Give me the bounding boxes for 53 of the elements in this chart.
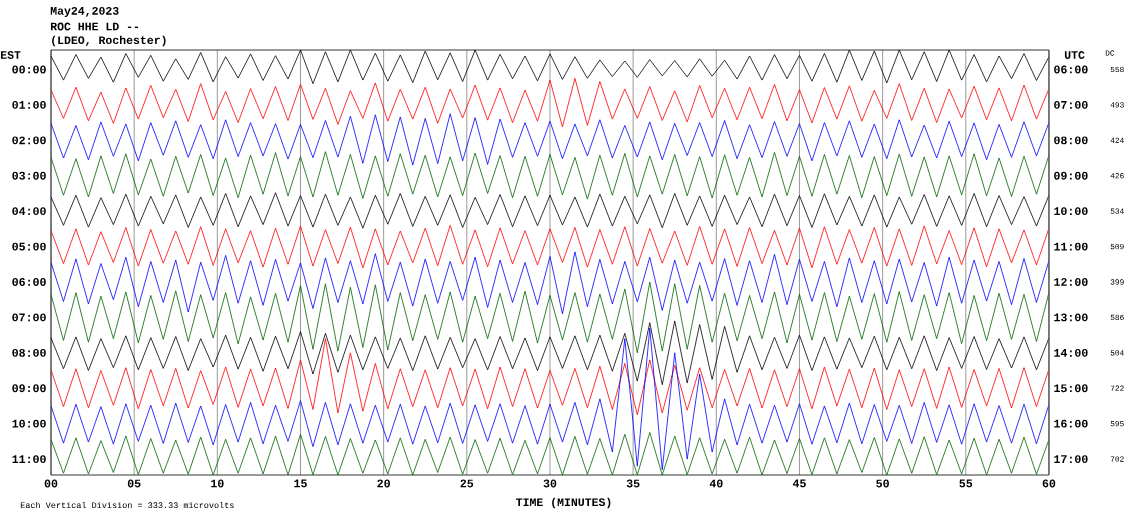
line-series	[51, 251, 1049, 315]
chart-title: May24,2023	[50, 6, 119, 18]
y-tick-label: 10:00	[12, 419, 46, 428]
y2-tick-label: 06:00	[1054, 65, 1088, 74]
y2-tick-label: 14:00	[1054, 348, 1088, 357]
y2-tick-label: 07:00	[1054, 100, 1088, 109]
x-tick-label: 10	[211, 479, 224, 488]
line-series	[51, 327, 1049, 471]
line-series	[51, 224, 1049, 269]
x-tick-label: 05	[127, 479, 141, 488]
x-tick-label: 30	[543, 479, 557, 488]
y2-tick-label: 12:00	[1054, 278, 1088, 286]
y-tick-label: 09:00	[12, 384, 46, 393]
line-series	[51, 77, 1049, 128]
x-tick-label: 60	[1042, 479, 1056, 488]
line-series	[51, 113, 1049, 166]
line-series	[51, 281, 1049, 354]
x-tick-label: 35	[626, 479, 640, 488]
line-series	[51, 338, 1049, 416]
y2-tick-label: 08:00	[1054, 136, 1088, 145]
text: (LDEO, Rochester)	[52, 35, 166, 47]
y2-tick-label: 15:00	[1054, 384, 1088, 393]
y-tick-label: 01:00	[12, 100, 46, 109]
x-axis-title: TIME (MINUTES)	[516, 497, 611, 509]
y2-tick-label: 11:00	[1054, 242, 1088, 251]
y-tick-label: 06:00	[12, 278, 46, 286]
y2-tick-label: 17:00	[1054, 455, 1088, 463]
y-tick-label: 04:00	[12, 207, 46, 216]
y2-tick-label: 10:00	[1054, 207, 1088, 216]
y-tick-label: 11:00	[12, 455, 46, 463]
x-tick-label: 50	[876, 479, 889, 488]
y-tick-label: 05:00	[12, 242, 46, 251]
y2-tick-label: 16:00	[1054, 419, 1088, 428]
x-tick-label: 00	[44, 479, 58, 488]
x-tick-label: 20	[377, 479, 390, 488]
chart-subtitle: ROC HHE LD --	[50, 22, 139, 31]
line-series	[51, 432, 1049, 475]
y-tick-label: 07:00	[12, 313, 46, 322]
x-tick-label: 15	[294, 479, 307, 488]
x-tick-label: 45	[792, 479, 806, 488]
y2-tick-label: 13:00	[1054, 313, 1088, 322]
x-tick-label: 40	[709, 479, 723, 488]
line-series	[51, 151, 1049, 200]
y-tick-label: 08:00	[12, 348, 46, 357]
text: Each Vertical Division = 333.33 microvolts	[20, 501, 234, 509]
y-tick-label: 02:00	[12, 136, 46, 145]
y2-axis-title: UTC	[1064, 51, 1085, 59]
x-tick-label: 55	[959, 479, 973, 488]
y-axis-title: EST	[0, 51, 21, 59]
y2-tick-label: 09:00	[1054, 171, 1088, 180]
y-tick-label: 03:00	[12, 171, 46, 180]
y-tick-label: 00:00	[12, 65, 46, 74]
x-tick-label: 25	[460, 479, 474, 488]
